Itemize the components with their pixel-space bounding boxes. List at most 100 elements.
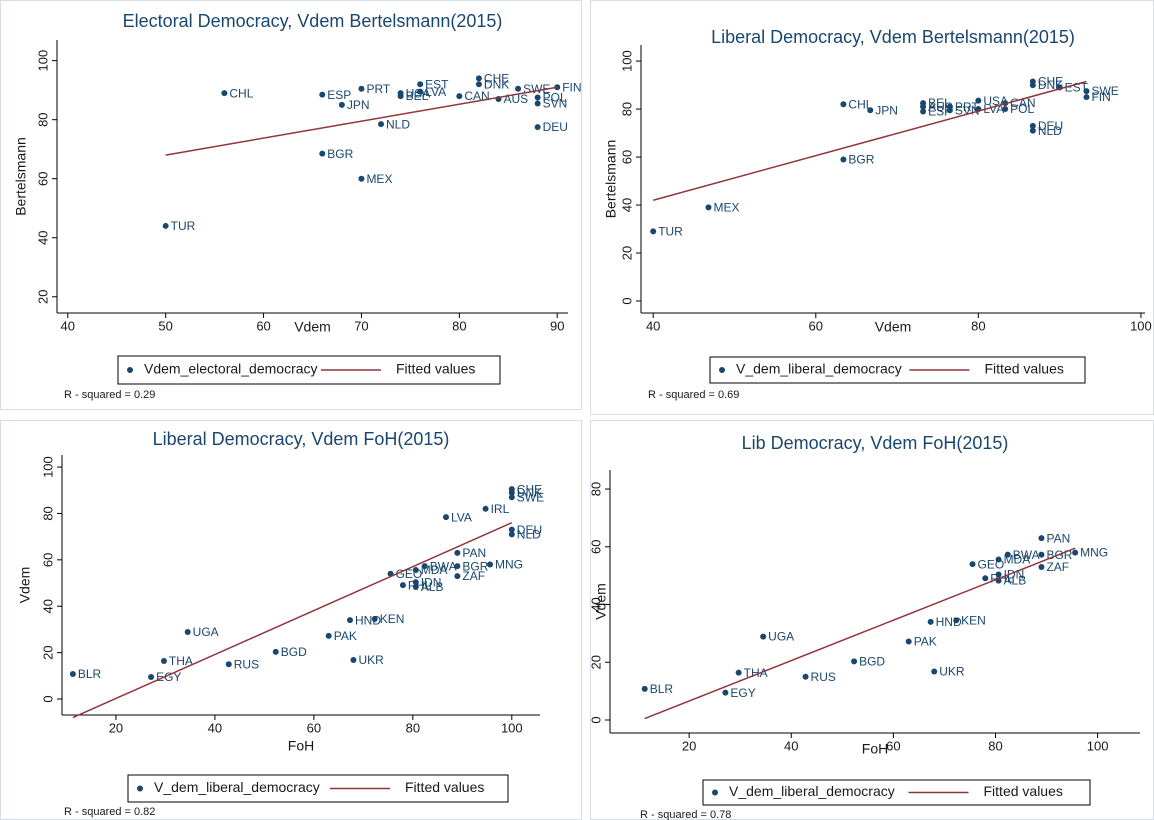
data-point: [905, 638, 912, 645]
chart-panel: Lib Democracy, Vdem FoH(2015) 0 20 40 60 80 20…: [588, 420, 1154, 820]
data-point: [650, 228, 657, 235]
data-point: [840, 101, 847, 108]
x-tick-label: 60: [307, 720, 321, 735]
data-point: [162, 222, 169, 229]
point-label: PRT: [366, 82, 390, 96]
data-point: [920, 103, 927, 110]
y-tick-label: 60: [619, 150, 634, 164]
data-point: [641, 685, 648, 692]
point-label: DEU: [517, 523, 542, 537]
data-point: [508, 494, 515, 501]
y-tick-label: 60: [40, 553, 55, 567]
fitted-line: [644, 547, 1076, 720]
data-point: [454, 563, 461, 570]
y-axis-label: Bertelsmann: [13, 137, 29, 216]
data-point: [475, 75, 482, 82]
point-label: UGA: [193, 625, 219, 639]
point-label: POL: [1010, 102, 1034, 116]
point-label: SWE: [517, 490, 544, 504]
y-tick-label: 40: [35, 231, 50, 245]
data-point: [982, 575, 989, 582]
point-label: ESP: [327, 88, 351, 102]
data-point: [421, 563, 428, 570]
data-point: [534, 100, 541, 107]
point-label: UKR: [939, 665, 965, 679]
legend-box: [117, 355, 501, 385]
point-label: RUS: [234, 657, 259, 671]
point-label: LVA: [425, 85, 446, 99]
y-tick-label: 0: [619, 297, 634, 304]
legend-marker: [137, 785, 143, 792]
fitted-line: [652, 80, 1087, 201]
point-label: DEU: [543, 120, 568, 134]
point-label: ALB: [421, 580, 444, 594]
data-point: [69, 670, 76, 677]
x-tick-label: 40: [784, 738, 798, 753]
point-label: NLD: [1038, 124, 1062, 138]
point-label: EST: [1065, 81, 1089, 95]
data-point: [456, 93, 463, 100]
data-point: [412, 567, 419, 574]
point-label: JPN: [875, 103, 898, 117]
legend-label: V_dem_liberal_democracy: [736, 361, 902, 377]
data-point: [969, 561, 976, 568]
point-label: LVA: [451, 510, 472, 524]
point-label: BGD: [859, 655, 885, 669]
data-point: [399, 582, 406, 589]
x-tick-label: 80: [988, 738, 1002, 753]
point-label: TUR: [171, 219, 196, 233]
point-label: BGR: [462, 559, 488, 573]
chart-panel: Liberal Democracy, Vdem Bertelsmann(2015…: [590, 0, 1154, 415]
data-point: [346, 617, 353, 624]
panel-background: [0, 0, 582, 410]
legend-label: V_dem_liberal_democracy: [729, 783, 895, 799]
data-point: [272, 648, 279, 655]
data-point: [995, 571, 1002, 578]
data-point: [946, 107, 953, 114]
point-label: BLR: [78, 667, 102, 681]
point-label: MNG: [495, 558, 523, 572]
data-point: [487, 561, 494, 568]
point-label: PAK: [914, 635, 937, 649]
point-label: EGY: [730, 686, 755, 700]
r-squared-note: R - squared = 0.29: [64, 389, 155, 401]
x-axis-label: Vdem: [294, 319, 331, 335]
point-label: FIN: [562, 80, 581, 94]
point-label: SWE: [1091, 84, 1118, 98]
x-tick-label: 100: [501, 720, 523, 735]
point-label: KEN: [380, 612, 405, 626]
data-point: [1004, 551, 1011, 558]
data-point: [454, 573, 461, 580]
legend-box: [702, 779, 1091, 806]
legend-label: Fitted values: [396, 361, 475, 377]
point-label: BGR: [848, 153, 874, 167]
legend-marker: [127, 367, 133, 373]
point-label: PAN: [1046, 531, 1070, 545]
point-label: BEL: [928, 96, 951, 110]
point-label: POL: [543, 91, 567, 105]
data-point: [225, 661, 232, 668]
point-label: DEU: [1038, 119, 1063, 133]
y-tick-label: 20: [40, 645, 55, 659]
point-label: EST: [425, 77, 449, 91]
data-point: [1002, 106, 1009, 113]
x-tick-label: 70: [354, 318, 368, 333]
point-label: IRL: [491, 502, 510, 516]
x-tick-label: 100: [1130, 318, 1152, 333]
x-axis-label: FoH: [288, 738, 314, 754]
data-point: [534, 94, 541, 101]
point-label: TUR: [658, 225, 683, 239]
point-label: DNK: [517, 486, 542, 500]
data-point: [417, 88, 424, 95]
y-tick-label: 80: [35, 112, 50, 126]
data-point: [378, 121, 385, 128]
data-point: [802, 673, 809, 680]
y-tick-label: 20: [588, 655, 603, 669]
legend-label: Fitted values: [984, 783, 1063, 799]
data-point: [1038, 535, 1045, 542]
point-label: DNK: [484, 77, 509, 91]
y-tick-label: 100: [619, 50, 634, 72]
r-squared-note: R - squared = 0.69: [648, 389, 739, 401]
data-point: [508, 489, 515, 496]
y-tick-label: 100: [40, 456, 55, 478]
